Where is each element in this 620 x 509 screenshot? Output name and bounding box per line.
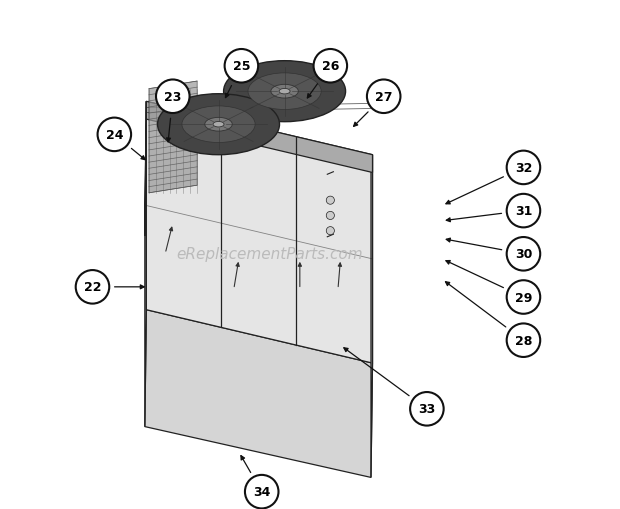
Text: 34: 34 xyxy=(253,485,270,498)
Ellipse shape xyxy=(224,62,345,123)
Circle shape xyxy=(507,280,540,314)
Polygon shape xyxy=(146,102,373,173)
Ellipse shape xyxy=(157,95,280,155)
Text: 24: 24 xyxy=(105,129,123,142)
Polygon shape xyxy=(371,155,373,477)
Text: 26: 26 xyxy=(322,60,339,73)
Text: 32: 32 xyxy=(515,161,532,175)
Ellipse shape xyxy=(205,118,232,132)
Text: 27: 27 xyxy=(375,91,392,103)
Circle shape xyxy=(224,50,258,83)
Circle shape xyxy=(326,212,334,220)
Circle shape xyxy=(410,392,444,426)
Ellipse shape xyxy=(213,122,224,128)
Text: 30: 30 xyxy=(515,248,532,261)
Ellipse shape xyxy=(248,74,321,110)
Circle shape xyxy=(507,238,540,271)
Polygon shape xyxy=(146,102,373,363)
Ellipse shape xyxy=(271,85,298,99)
Text: 25: 25 xyxy=(232,60,250,73)
Circle shape xyxy=(97,119,131,152)
Polygon shape xyxy=(145,102,146,427)
Circle shape xyxy=(326,227,334,235)
Circle shape xyxy=(76,271,109,304)
Circle shape xyxy=(507,324,540,357)
Text: 28: 28 xyxy=(515,334,532,347)
Circle shape xyxy=(507,151,540,185)
Text: 22: 22 xyxy=(84,281,101,294)
Circle shape xyxy=(326,197,334,205)
Circle shape xyxy=(245,475,278,508)
Text: 23: 23 xyxy=(164,91,182,103)
Circle shape xyxy=(156,80,190,114)
Text: eReplacementParts.com: eReplacementParts.com xyxy=(176,247,363,262)
Text: 33: 33 xyxy=(418,403,435,415)
Text: 31: 31 xyxy=(515,205,532,218)
Ellipse shape xyxy=(182,107,255,143)
Ellipse shape xyxy=(279,89,290,95)
Polygon shape xyxy=(149,82,197,193)
Text: 29: 29 xyxy=(515,291,532,304)
Polygon shape xyxy=(145,102,146,237)
Circle shape xyxy=(507,194,540,228)
Circle shape xyxy=(314,50,347,83)
Polygon shape xyxy=(145,310,373,477)
Circle shape xyxy=(367,80,401,114)
